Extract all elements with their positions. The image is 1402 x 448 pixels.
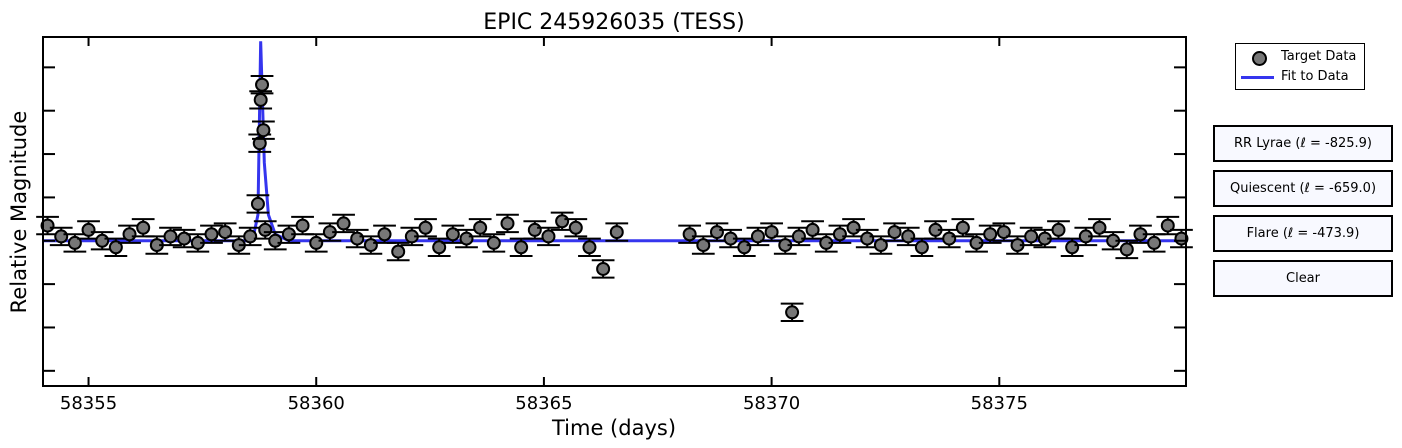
data-point [1170,228,1193,249]
data-point [427,237,451,257]
data-point [1156,215,1180,236]
data-point [482,233,506,253]
data-point [414,218,437,238]
x-tick-label: 58355 [60,393,117,414]
data-point [36,215,59,236]
axis-ticks: 58355 58360 58365 58370 58375 [43,37,1186,414]
data-point [496,213,519,234]
data-point [814,233,838,253]
clear-button[interactable]: Clear [1213,260,1393,297]
data-point [910,237,934,257]
data-point [400,226,424,247]
legend-label: Fit to Data [1281,69,1349,84]
data-point [159,226,182,247]
data-point [1142,233,1166,253]
data-point [564,218,588,238]
marker-icon [1252,51,1267,66]
data-point [978,224,1002,244]
data-point [760,222,783,242]
data-point [746,226,770,247]
legend-item-target-data: Target Data [1236,47,1364,67]
line-icon [1241,76,1274,79]
data-point [992,222,1016,242]
data-point [213,222,237,242]
data-point [780,302,804,322]
data-point [801,220,824,240]
x-tick-label: 58375 [971,393,1028,414]
data-point [1006,235,1029,255]
data-point [455,228,478,249]
data-point [578,237,601,257]
data-point [104,237,128,257]
data-point [537,226,560,247]
chart-title: EPIC 245926035 (TESS) [483,10,744,35]
data-point [318,222,342,242]
data-point [842,218,865,238]
data-point [605,222,629,242]
x-axis-label: Time (days) [551,416,676,440]
data-point [200,224,223,244]
data-point [386,241,410,262]
data-point [869,235,893,255]
data-point [332,213,355,234]
data-point [1019,226,1043,247]
data-point [252,120,275,140]
data-point [883,222,906,242]
data-point [63,233,87,253]
data-point [304,233,328,253]
axes-frame [42,36,1187,387]
data-point [250,75,274,95]
chart-legend: Target Data Fit to Data [1235,43,1365,90]
x-tick-label: 58365 [515,393,572,414]
data-point [468,218,492,238]
legend-item-fit-to-data: Fit to Data [1236,67,1364,87]
data-point [77,220,100,240]
data-point [246,194,270,214]
fit-line [43,41,1186,243]
data-point [691,235,715,255]
data-point [1088,218,1111,238]
data-point [238,226,262,247]
legend-label: Target Data [1281,49,1357,64]
plot-area [36,41,1193,322]
data-point [248,133,272,153]
flare-button[interactable]: Flare (ℓ = -473.9) [1213,215,1393,252]
data-point [1047,220,1070,240]
data-point [773,235,797,255]
x-tick-label: 58360 [288,393,345,414]
data-point [509,237,533,257]
y-axis-label: Relative Magnitude [7,111,31,314]
data-point [951,218,975,238]
rr-lyrae-button[interactable]: RR Lyrae (ℓ = -825.9) [1213,125,1393,162]
data-point [172,228,196,249]
x-tick-label: 58370 [743,393,800,414]
data-point [131,218,155,238]
data-point [441,224,465,244]
data-point [1115,239,1139,260]
data-point [591,259,615,279]
quiescent-button[interactable]: Quiescent (ℓ = -659.0) [1213,170,1393,207]
